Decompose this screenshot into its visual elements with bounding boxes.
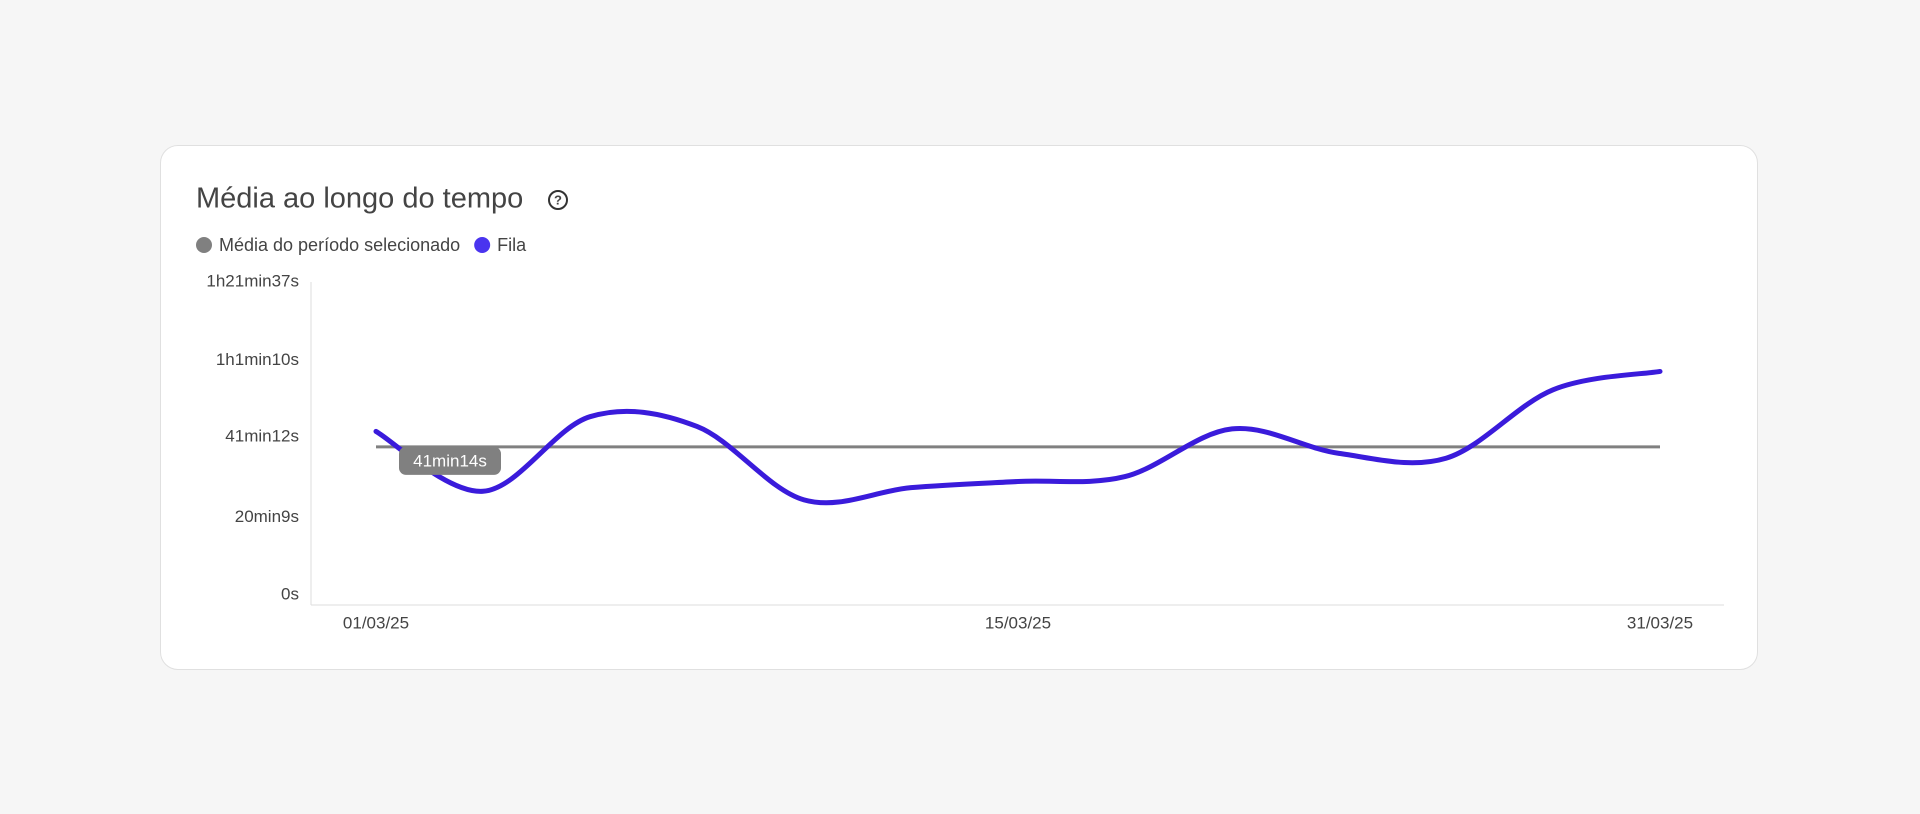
legend-label: Média do período selecionado [219, 235, 460, 255]
legend-label: Fila [497, 235, 527, 255]
legend-dot [474, 237, 491, 253]
average-label: 41min14s [413, 451, 487, 470]
series-line [373, 368, 1663, 506]
y-tick-label: 1h21min37s [206, 271, 299, 290]
legend-dot [196, 237, 212, 253]
y-tick-label: 0s [281, 584, 299, 603]
y-tick-label: 1h1min10s [216, 350, 299, 369]
card [160, 145, 1758, 670]
y-tick-label: 41min12s [225, 426, 299, 445]
x-tick-label: 01/03/25 [343, 613, 409, 632]
average-tooltip [399, 446, 501, 475]
y-tick-label: 20min9s [235, 507, 299, 526]
help-icon[interactable]: ? [548, 190, 568, 210]
x-tick-label: 31/03/25 [1627, 613, 1693, 632]
svg-text:?: ? [554, 192, 562, 207]
x-tick-label: 15/03/25 [985, 613, 1051, 632]
chart-title: Média ao longo do tempo [196, 183, 523, 215]
